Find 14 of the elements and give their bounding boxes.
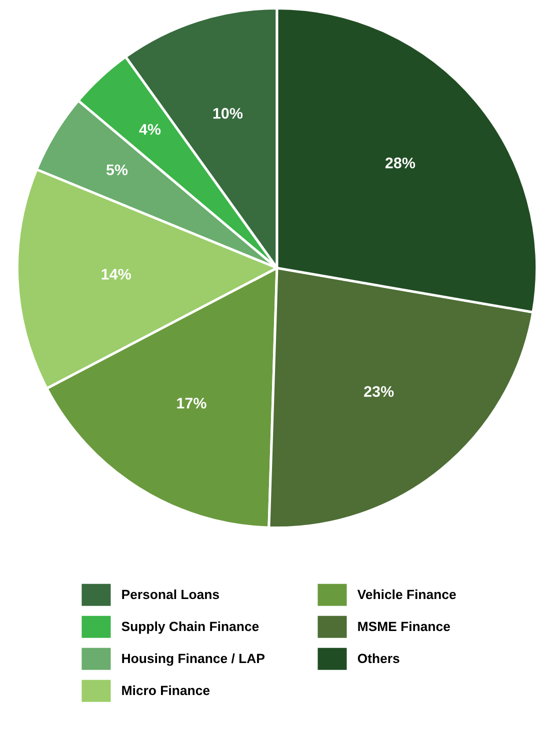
data-label: 28% bbox=[385, 158, 416, 168]
legend-label: Supply Chain Finance bbox=[122, 621, 259, 634]
data-label: 17% bbox=[177, 398, 206, 409]
legend-label: MSME Finance bbox=[358, 621, 450, 632]
data-label: 23% bbox=[364, 386, 394, 397]
data-label: 10% bbox=[213, 108, 243, 119]
legend-label: Micro Finance bbox=[122, 685, 210, 696]
legend-label: Vehicle Finance bbox=[357, 589, 456, 600]
legend-label: Others bbox=[358, 653, 400, 664]
data-label: 5% bbox=[106, 164, 128, 176]
legend-label: Housing Finance / LAP bbox=[122, 653, 265, 666]
data-label: 14% bbox=[102, 268, 131, 280]
data-label: 4% bbox=[139, 124, 161, 135]
legend-label: Personal Loans bbox=[122, 589, 219, 600]
